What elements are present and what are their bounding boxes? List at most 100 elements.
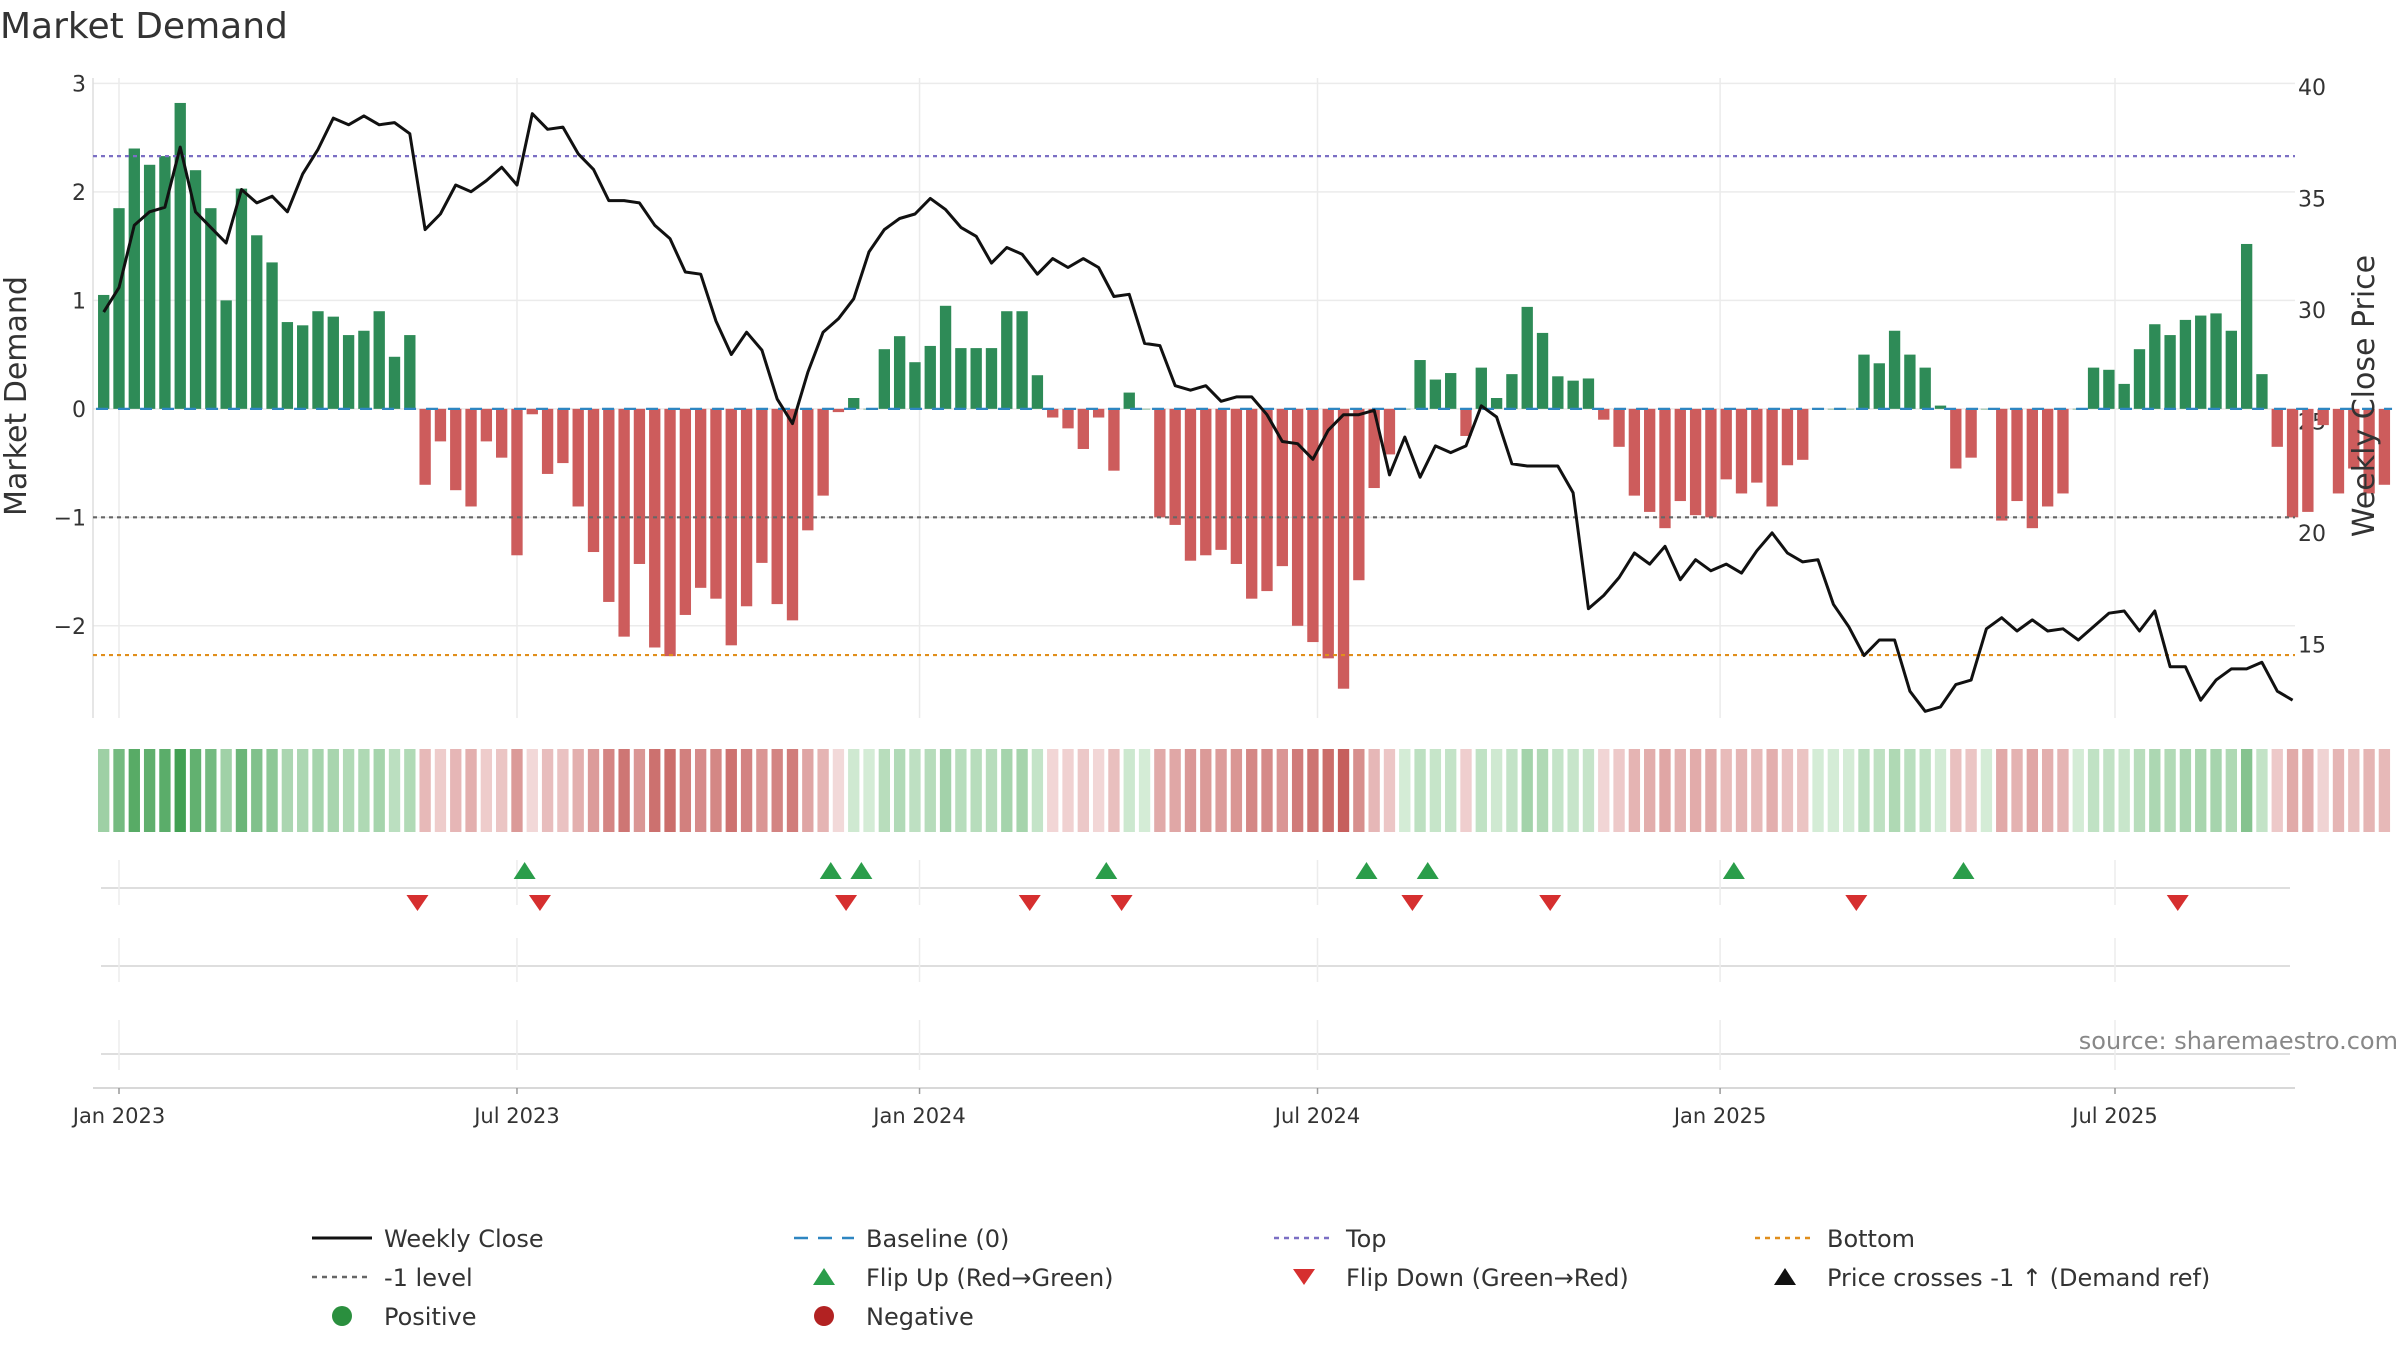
heat-cell: [939, 749, 952, 832]
demand-bar: [1460, 408, 1472, 436]
demand-bar: [1827, 408, 1840, 410]
heat-cell: [664, 749, 676, 832]
demand-bar: [2348, 408, 2360, 469]
heat-cell: [1322, 749, 1334, 832]
chart-legend: Weekly Close Baseline (0) Top Bottom -1 leve…: [312, 1225, 2210, 1331]
heat-cell: [404, 749, 416, 832]
heat-cell: [1980, 749, 1993, 832]
heat-cell: [817, 749, 829, 832]
legend-swatch: [1774, 1268, 1796, 1285]
heat-cell: [373, 749, 385, 832]
y-tick-label: 0: [72, 398, 86, 423]
demand-bar: [342, 335, 355, 409]
legend-swatch: [813, 1268, 835, 1285]
heat-cell: [1827, 749, 1840, 832]
demand-bar: [205, 208, 217, 409]
heat-cell: [2011, 749, 2023, 832]
demand-bar: [1169, 408, 1181, 525]
heat-cell: [1429, 749, 1442, 832]
demand-bar: [1445, 373, 1457, 409]
legend-item: Negative: [814, 1303, 974, 1331]
heat-cell: [205, 749, 217, 832]
heat-cell: [1490, 749, 1503, 832]
x-tick-label: Jan 2023: [71, 1104, 166, 1128]
demand-bar: [1659, 408, 1671, 529]
heat-cell: [1674, 749, 1686, 832]
demand-bar: [1628, 408, 1641, 496]
demand-bar: [1276, 408, 1288, 567]
demand-bar: [1138, 408, 1151, 410]
heat-cell: [1337, 749, 1350, 832]
heat-cell: [1888, 749, 1901, 832]
heat-cell: [1720, 749, 1732, 832]
demand-bar: [2378, 408, 2391, 485]
demand-bar: [878, 349, 891, 409]
demand-bar: [281, 322, 294, 409]
heat-cell: [1934, 749, 1947, 832]
legend-label: -1 level: [384, 1264, 473, 1292]
legend-label: Flip Down (Green→Red): [1346, 1264, 1629, 1292]
heat-cell: [2256, 749, 2268, 832]
heat-cell: [557, 749, 569, 832]
demand-bar: [710, 408, 722, 599]
demand-bar: [220, 300, 232, 409]
demand-bar: [694, 408, 707, 588]
demand-bar: [1261, 408, 1273, 592]
heat-cell: [1383, 749, 1396, 832]
demand-bar: [970, 348, 982, 409]
demand-bar: [1047, 408, 1059, 418]
demand-bar: [2164, 335, 2176, 409]
legend-item: Price crosses -1 ↑ (Demand ref): [1774, 1264, 2210, 1292]
demand-bar: [419, 408, 431, 485]
heat-cell: [1705, 749, 1717, 832]
demand-bar: [312, 311, 324, 409]
demand-bar: [2271, 408, 2283, 447]
heat-cell: [771, 749, 783, 832]
heat-cell: [2195, 749, 2207, 832]
demand-bar: [1735, 408, 1748, 494]
legend-item: Top: [1274, 1225, 1387, 1253]
demand-bar: [1368, 408, 1380, 489]
heat-cell: [1919, 749, 1931, 832]
heat-cell: [725, 749, 737, 832]
heat-cell: [1399, 749, 1411, 832]
heat-cell: [2164, 749, 2176, 832]
demand-bar: [2149, 324, 2161, 409]
demand-bar: [1582, 378, 1595, 409]
demand-bar: [526, 408, 538, 415]
demand-bar: [1567, 380, 1579, 409]
heat-cell: [1536, 749, 1549, 832]
heat-cell: [2286, 749, 2299, 832]
demand-bar: [2302, 408, 2314, 512]
demand-bar: [1215, 408, 1227, 550]
heat-cell: [1307, 749, 1319, 832]
y-tick-label: −2: [54, 615, 86, 640]
heat-cell: [878, 749, 891, 832]
y2-tick-label: 35: [2298, 187, 2326, 212]
y-axis-label: Market Demand: [0, 276, 34, 516]
heat-cell: [113, 749, 125, 832]
demand-bar: [1322, 408, 1334, 659]
flip-up-marker: [1355, 862, 1378, 879]
demand-bar: [2133, 349, 2146, 409]
heat-cell: [1996, 749, 2008, 832]
heat-cell: [1521, 749, 1533, 832]
heat-cell: [511, 749, 523, 832]
heat-cell: [2072, 749, 2084, 832]
demand-bar: [2011, 408, 2023, 502]
demand-bar: [388, 356, 401, 409]
demand-bar: [1873, 363, 1885, 409]
demand-bar: [1414, 360, 1426, 409]
demand-bar: [189, 170, 202, 409]
heat-cell: [1215, 749, 1227, 832]
y-tick-label: −1: [54, 506, 86, 531]
demand-bar: [2332, 408, 2345, 494]
demand-bar: [1965, 408, 1977, 458]
demand-bar: [1246, 408, 1258, 599]
heat-cell: [2348, 749, 2360, 832]
heat-cell: [1842, 749, 1855, 832]
demand-bar: [465, 408, 477, 507]
heat-cell: [1689, 749, 1702, 832]
demand-bar: [235, 188, 248, 409]
demand-bar: [740, 408, 753, 607]
